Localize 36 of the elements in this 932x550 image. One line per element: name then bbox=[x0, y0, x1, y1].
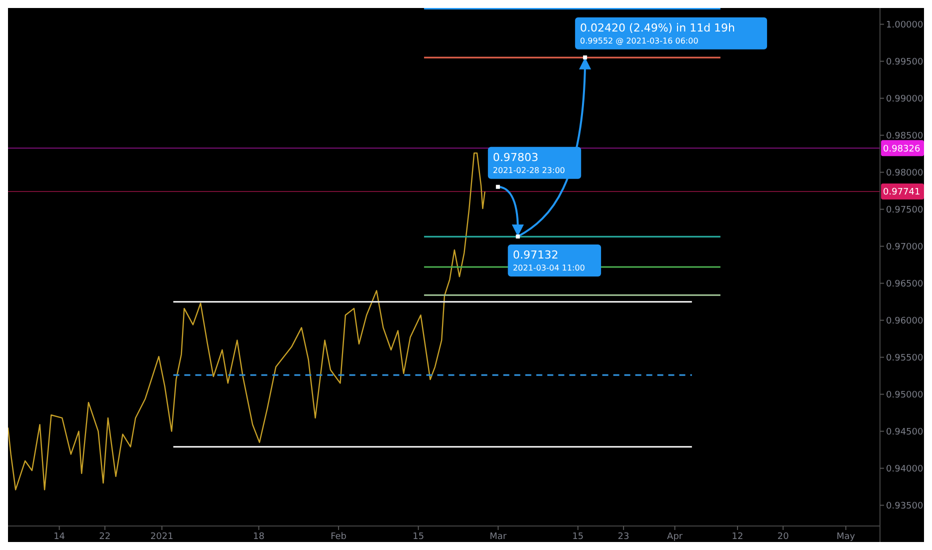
x-tick-label: 23 bbox=[618, 532, 630, 542]
x-tick-label: Mar bbox=[490, 532, 507, 542]
annotation: 0.02420 (2.49%) in 11d 19h bbox=[580, 21, 736, 34]
y-tick-label: 0.93500 bbox=[886, 501, 924, 512]
annotation: 0.97803 bbox=[492, 150, 538, 164]
x-tick-label: 15 bbox=[412, 532, 424, 542]
y-tick-label: 0.97500 bbox=[886, 205, 924, 216]
x-tick-label: May bbox=[836, 532, 856, 542]
ref-line-label: 0.97741 bbox=[883, 188, 920, 198]
x-tick-label: 20 bbox=[777, 532, 790, 542]
y-tick-label: 0.95500 bbox=[886, 353, 924, 364]
y-tick-label: 0.94000 bbox=[886, 464, 924, 474]
y-tick-label: 0.99500 bbox=[886, 57, 924, 68]
y-tick-label: 0.96000 bbox=[886, 316, 924, 326]
y-tick-label: 0.98000 bbox=[886, 168, 924, 178]
y-tick-label: 0.95000 bbox=[886, 390, 924, 400]
annotation: 2021-03-04 11:00 bbox=[512, 264, 585, 273]
annotation: 0.97132 bbox=[512, 248, 558, 262]
x-tick-label: 22 bbox=[99, 532, 111, 542]
y-tick-label: 0.94500 bbox=[886, 427, 924, 438]
x-tick-label: 18 bbox=[253, 532, 265, 542]
y-tick-label: 0.98500 bbox=[886, 131, 924, 142]
x-tick-label: Apr bbox=[667, 532, 683, 542]
ref-line-label: 0.98326 bbox=[883, 144, 920, 154]
x-tick-label: 15 bbox=[572, 532, 584, 542]
x-tick-label: 14 bbox=[54, 532, 66, 542]
y-tick-label: 0.96500 bbox=[886, 279, 924, 290]
x-tick-label: Feb bbox=[330, 532, 347, 542]
y-tick-label: 1.00000 bbox=[886, 20, 924, 30]
x-tick-label: 12 bbox=[732, 532, 744, 542]
y-tick-label: 0.97000 bbox=[886, 242, 924, 252]
x-tick-label: 2021 bbox=[150, 532, 174, 542]
annotation: 0.99552 @ 2021-03-16 06:00 bbox=[580, 36, 698, 46]
y-tick-label: 0.99000 bbox=[886, 94, 924, 104]
annotation: 2021-02-28 23:00 bbox=[492, 166, 565, 175]
line-series bbox=[8, 152, 486, 490]
